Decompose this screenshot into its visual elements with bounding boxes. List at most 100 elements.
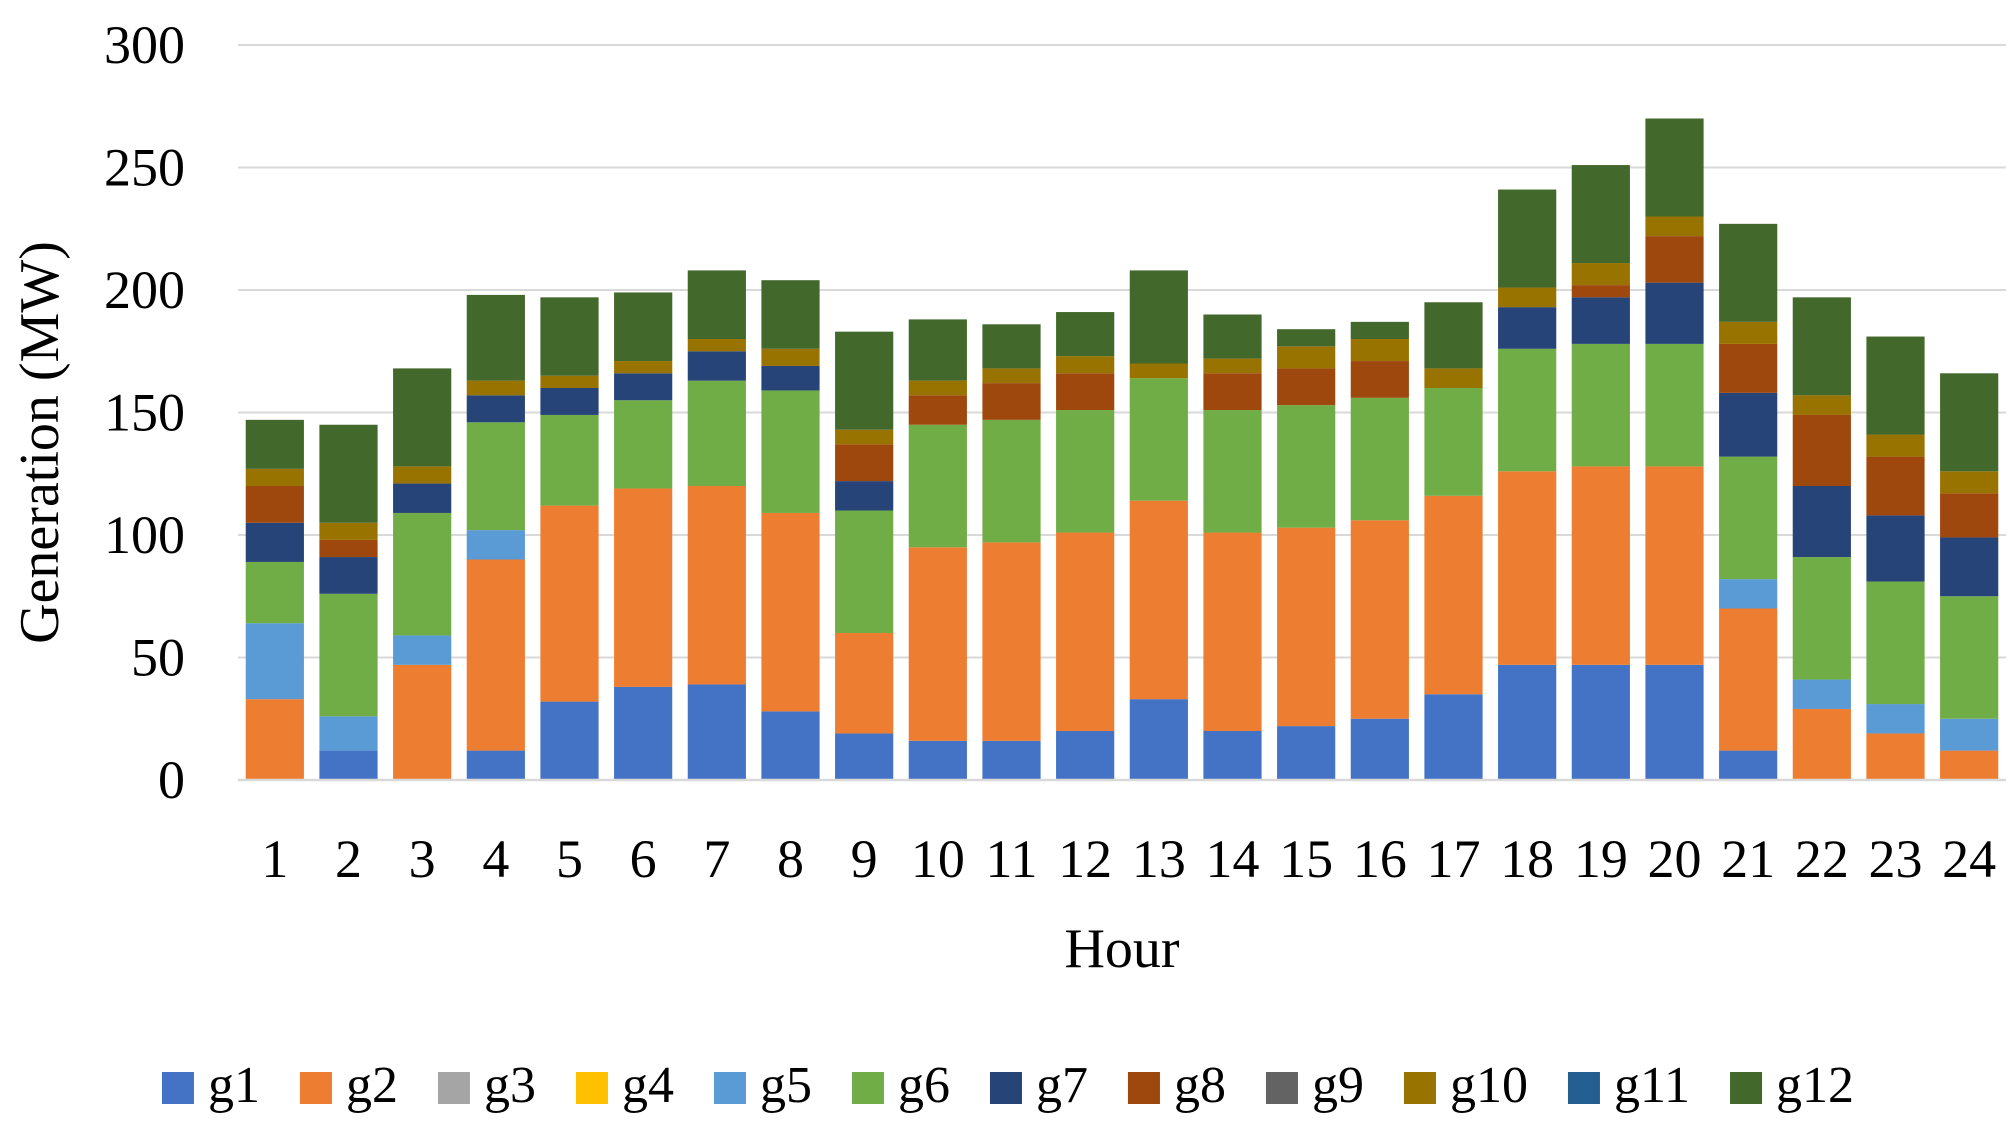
legend-swatch-g2 bbox=[299, 1072, 332, 1104]
bar-segment-g6-hour-23 bbox=[1866, 581, 1925, 705]
bar-segment-g12-hour-4 bbox=[466, 294, 525, 381]
legend-label-g1: g1 bbox=[208, 1057, 260, 1114]
bar-segment-g10-hour-6 bbox=[614, 361, 673, 374]
legend-label-g5: g5 bbox=[760, 1057, 812, 1114]
legend-label-g4: g4 bbox=[622, 1057, 674, 1114]
legend-swatch-g11 bbox=[1567, 1072, 1600, 1104]
x-tick-label: 9 bbox=[851, 829, 878, 889]
bar-segment-g6-hour-3 bbox=[393, 512, 452, 636]
bar-segment-g12-hour-20 bbox=[1645, 118, 1704, 217]
bar-segment-g8-hour-15 bbox=[1277, 368, 1336, 406]
bar-segment-g2-hour-4 bbox=[466, 559, 525, 751]
bar-segment-g10-hour-8 bbox=[761, 348, 820, 366]
bar-segment-g1-hour-9 bbox=[835, 733, 894, 780]
bar-segment-g1-hour-8 bbox=[761, 711, 820, 780]
x-tick-label: 21 bbox=[1721, 829, 1775, 889]
bar-segment-g12-hour-8 bbox=[761, 280, 820, 349]
bar-segment-g8-hour-23 bbox=[1866, 456, 1925, 516]
legend-swatch-g4 bbox=[575, 1072, 608, 1104]
bar-segment-g6-hour-1 bbox=[245, 561, 304, 624]
bar-segment-g10-hour-16 bbox=[1350, 339, 1409, 362]
y-axis-title: Generation (MW) bbox=[9, 241, 71, 644]
bar-segment-g6-hour-22 bbox=[1792, 557, 1851, 680]
bar-segment-g8-hour-19 bbox=[1571, 285, 1630, 298]
bar-segment-g10-hour-5 bbox=[540, 375, 599, 388]
bar-segment-g6-hour-16 bbox=[1350, 397, 1409, 521]
y-tick-label: 0 bbox=[158, 750, 185, 810]
bar-segment-g12-hour-6 bbox=[614, 292, 673, 362]
bar-segment-g12-hour-11 bbox=[982, 324, 1041, 369]
bar-segment-g2-hour-13 bbox=[1129, 500, 1188, 700]
bar-segment-g7-hour-21 bbox=[1719, 392, 1778, 457]
bar-segment-g5-hour-21 bbox=[1719, 579, 1778, 609]
legend-swatch-g12 bbox=[1730, 1072, 1763, 1104]
bar-segment-g10-hour-20 bbox=[1645, 216, 1704, 237]
bar-segment-g7-hour-3 bbox=[393, 483, 452, 513]
x-tick-label: 24 bbox=[1942, 829, 1996, 889]
bar-segment-g1-hour-11 bbox=[982, 740, 1041, 780]
x-tick-label: 15 bbox=[1279, 829, 1333, 889]
bar-segment-g5-hour-3 bbox=[393, 635, 452, 665]
bar-segment-g10-hour-22 bbox=[1792, 395, 1851, 415]
legend: g1 g2 g3 g4 g5 g6 g7 g8 g9 g10 g11 g12 bbox=[161, 1057, 1854, 1114]
bar-segment-g1-hour-2 bbox=[319, 750, 378, 780]
bar-segment-g1-hour-12 bbox=[1056, 731, 1115, 780]
bar-segment-g8-hour-1 bbox=[245, 486, 304, 523]
bar-segment-g1-hour-18 bbox=[1498, 664, 1557, 780]
x-tick-label: 19 bbox=[1574, 829, 1628, 889]
bar-segment-g2-hour-3 bbox=[393, 664, 452, 780]
bar-segment-g12-hour-23 bbox=[1866, 336, 1925, 435]
bar-segment-g12-hour-1 bbox=[245, 419, 304, 469]
bar-segment-g6-hour-4 bbox=[466, 422, 525, 531]
x-tick-label: 17 bbox=[1427, 829, 1481, 889]
bar-segment-g8-hour-2 bbox=[319, 539, 378, 558]
bar-segment-g1-hour-14 bbox=[1203, 731, 1262, 780]
bar-segment-g2-hour-11 bbox=[982, 542, 1041, 741]
bar-segment-g10-hour-11 bbox=[982, 368, 1041, 384]
bar-segment-g12-hour-3 bbox=[393, 368, 452, 467]
bar-segment-g7-hour-1 bbox=[245, 522, 304, 562]
y-tick-label: 200 bbox=[104, 260, 185, 320]
bar-segment-g6-hour-6 bbox=[614, 400, 673, 489]
bar-segment-g8-hour-11 bbox=[982, 383, 1041, 420]
bar-segment-g10-hour-15 bbox=[1277, 346, 1336, 369]
x-tick-label: 14 bbox=[1206, 829, 1260, 889]
bar-segment-g2-hour-17 bbox=[1424, 495, 1483, 695]
x-tick-label: 6 bbox=[630, 829, 657, 889]
bar-segment-g10-hour-10 bbox=[908, 380, 967, 396]
bar-segment-g8-hour-14 bbox=[1203, 373, 1262, 411]
legend-swatch-g10 bbox=[1403, 1072, 1436, 1104]
bar-segment-g12-hour-10 bbox=[908, 319, 967, 381]
x-tick-label: 4 bbox=[482, 829, 509, 889]
bar-segment-g1-hour-15 bbox=[1277, 726, 1336, 780]
bar-segment-g7-hour-8 bbox=[761, 365, 820, 391]
bar-segment-g6-hour-21 bbox=[1719, 456, 1778, 580]
bar-segment-g2-hour-15 bbox=[1277, 527, 1336, 727]
x-tick-label: 10 bbox=[911, 829, 965, 889]
legend-swatch-g8 bbox=[1127, 1072, 1160, 1104]
bar-segment-g1-hour-21 bbox=[1719, 750, 1778, 780]
bar-segment-g12-hour-2 bbox=[319, 424, 378, 523]
bar-segment-g6-hour-2 bbox=[319, 593, 378, 717]
bar-segment-g6-hour-8 bbox=[761, 390, 820, 513]
bar-segment-g8-hour-9 bbox=[835, 444, 894, 482]
x-axis-tick-labels: 1 2 3 4 5 6 7 8 9 10 11 12 13 14 15 16 17 18 19 20 21 22 23 24 bbox=[261, 829, 1996, 889]
bar-segment-g7-hour-23 bbox=[1866, 515, 1925, 582]
bar-segment-g8-hour-12 bbox=[1056, 373, 1115, 411]
bar-segment-g12-hour-15 bbox=[1277, 329, 1336, 347]
bar-segment-g6-hour-19 bbox=[1571, 343, 1630, 467]
bar-segment-g7-hour-2 bbox=[319, 557, 378, 594]
bar-segment-g8-hour-24 bbox=[1940, 493, 1999, 538]
bar-segment-g7-hour-4 bbox=[466, 395, 525, 423]
x-tick-label: 23 bbox=[1869, 829, 1923, 889]
x-tick-label: 18 bbox=[1500, 829, 1554, 889]
bar-segment-g10-hour-24 bbox=[1940, 471, 1999, 494]
bar-segment-g2-hour-23 bbox=[1866, 733, 1925, 780]
bar-segment-g10-hour-19 bbox=[1571, 263, 1630, 286]
bar-segment-g1-hour-17 bbox=[1424, 694, 1483, 780]
bar-segment-g7-hour-5 bbox=[540, 388, 599, 415]
bar-segment-g6-hour-5 bbox=[540, 414, 599, 506]
y-tick-label: 300 bbox=[104, 15, 185, 75]
legend-label-g10: g10 bbox=[1450, 1057, 1528, 1114]
bar-segment-g6-hour-15 bbox=[1277, 405, 1336, 528]
